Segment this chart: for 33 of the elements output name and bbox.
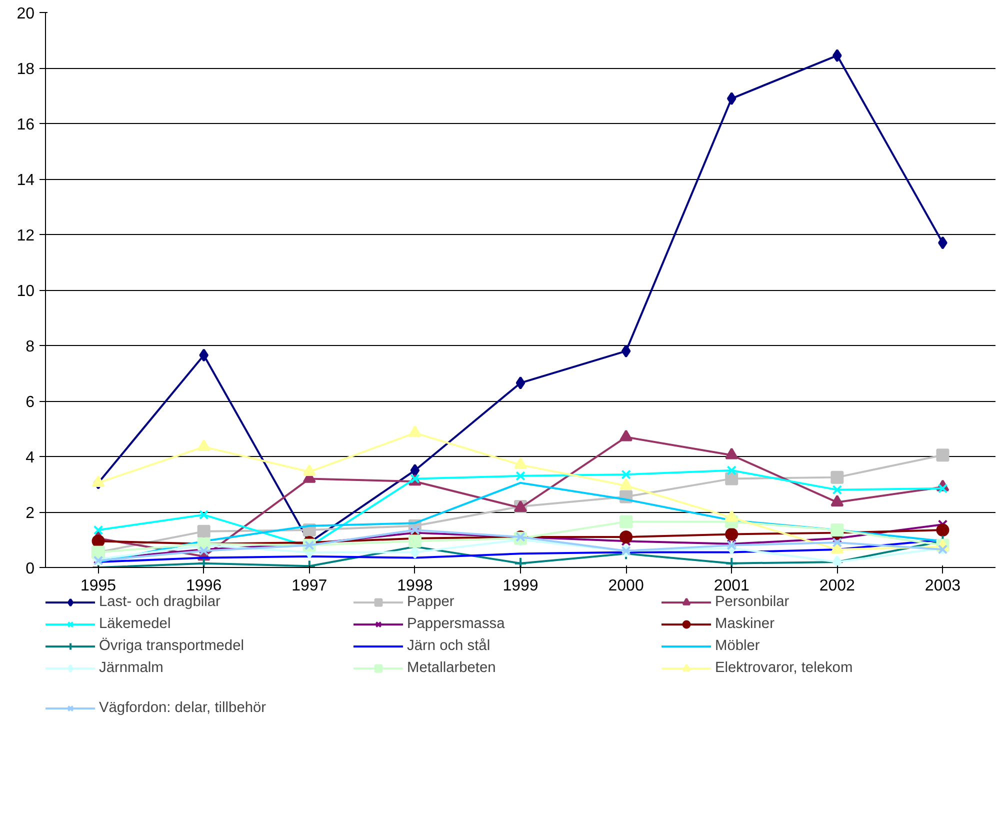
x-tick-label: 2002 [819, 578, 856, 594]
x-tick-label: 1995 [80, 578, 116, 594]
y-tick-label: 16 [16, 116, 35, 134]
y-tick-label: 2 [26, 505, 35, 522]
y-tick-label: 18 [16, 61, 35, 78]
legend-label: Maskiner [715, 615, 776, 633]
legend-label: Elektrovaror, telekom [715, 659, 854, 677]
legend-label: Papper [407, 593, 456, 611]
x-tick-label: 1997 [292, 578, 328, 594]
x-tick-label: 1998 [397, 578, 433, 594]
legend-label: Vägfordon: delar, tillbehör [99, 699, 268, 717]
x-tick-label: 2000 [608, 578, 644, 594]
x-tick-label: 2001 [714, 578, 750, 594]
legend-label: Last- och dragbilar [99, 593, 222, 611]
legend-label: Möbler [715, 637, 761, 655]
y-tick-label: 4 [26, 450, 35, 466]
x-tick-label: 1999 [502, 578, 538, 594]
legend-label: Metallarbeten [407, 659, 497, 677]
legend-label: Övriga transportmedel [99, 637, 245, 655]
y-tick-label: 6 [26, 394, 35, 411]
legend-label: Läkemedel [99, 615, 172, 633]
y-tick-label: 14 [16, 172, 35, 189]
x-tick-label: 1996 [186, 578, 222, 594]
legend-label: Järn och stål [407, 637, 492, 655]
legend-label: Järnmalm [99, 659, 164, 677]
y-tick-label: 10 [16, 283, 35, 300]
y-tick-label: 8 [26, 338, 35, 356]
x-tick-label: 2003 [924, 578, 961, 594]
legend-label: Personbilar [715, 593, 790, 611]
y-tick-label: 12 [16, 228, 35, 244]
y-tick-label: 0 [26, 560, 35, 578]
y-tick-label: 20 [16, 6, 35, 22]
legend-label: Pappersmassa [407, 615, 506, 633]
